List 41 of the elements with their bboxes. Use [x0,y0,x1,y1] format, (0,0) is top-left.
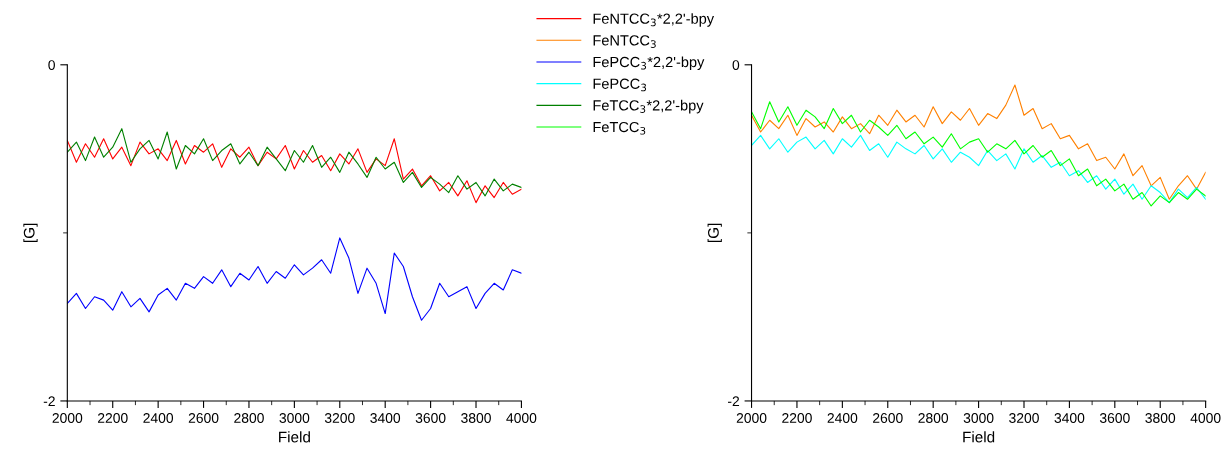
line-series [751,84,1206,200]
legend-label: FeNTCC$_{3}$*2,2'-bpy [593,13,715,27]
x-tick-label: 3800 [1145,413,1176,423]
y-tick-label: 0 [48,60,55,70]
x-tick-label: 2600 [188,413,219,423]
x-tick-label: 2800 [918,413,949,423]
line-series [67,237,522,321]
x-tick-label: 3000 [279,413,310,423]
x-tick-label: 2000 [736,413,767,423]
line-series [67,128,522,197]
y-axis-title: [G] [707,223,722,242]
legend-label: FePCC$_{3}$ [593,78,647,92]
x-tick-label: 3600 [415,413,446,423]
line-series [67,138,522,204]
x-tick-label: 2600 [873,413,903,423]
x-tick-label: 2000 [52,413,83,423]
x-axis-title: Field [279,431,310,443]
legend-label: FeNTCC$_{3}$ [593,35,656,48]
legend-label: FeTCC$_{3}$*2,2'-bpy [593,99,704,114]
y-axis-title: [G] [23,223,38,242]
x-tick-label: 3600 [1099,413,1130,423]
x-tick-label: 2200 [782,413,812,423]
x-tick-label: 4000 [1190,413,1221,423]
x-tick-label: 3200 [324,413,355,423]
x-tick-label: 2400 [143,413,174,423]
y-tick-label: -2 [43,396,55,406]
line-series [751,101,1206,207]
x-tick-label: 3800 [461,413,491,423]
x-axis-title: Field [963,431,995,443]
y-tick-label: 0 [732,60,740,70]
x-tick-label: 3200 [1009,413,1039,423]
legend-label: FeTCC$_{3}$ [593,121,646,135]
x-tick-label: 2800 [234,413,264,423]
x-tick-label: 3000 [963,413,994,423]
x-tick-label: 2200 [97,413,128,423]
x-tick-label: 4000 [506,413,537,423]
x-tick-label: 2400 [827,413,858,423]
legend-label: FePCC$_{3}$*2,2'-bpy [593,56,705,71]
x-tick-label: 3400 [370,413,401,423]
x-tick-label: 3400 [1054,413,1085,423]
y-tick-label: -2 [728,396,740,406]
